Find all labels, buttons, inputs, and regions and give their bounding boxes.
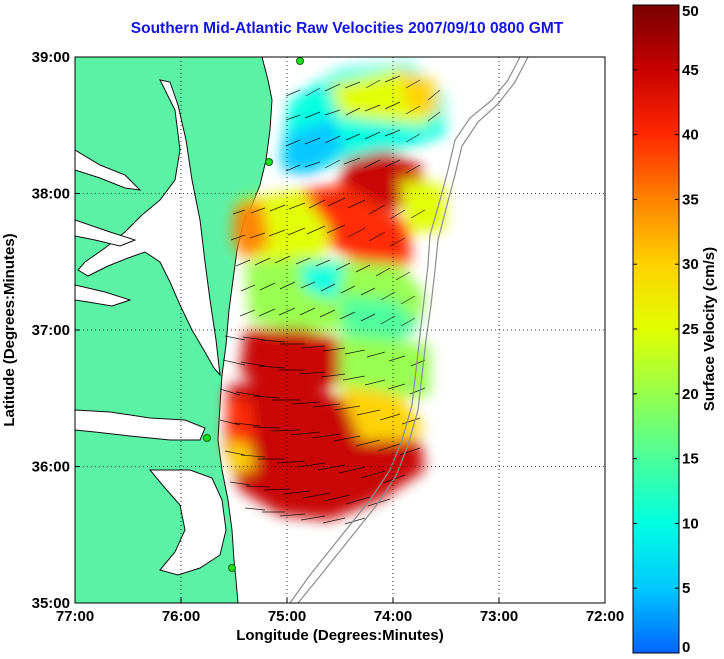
- york-inlet: [75, 284, 132, 307]
- colorbar-tick-label: 30: [682, 256, 699, 273]
- colorbar-tick-label: 15: [682, 451, 699, 468]
- y-tick-labels: 39:00 38:00 37:00 36:00 35:00: [32, 49, 70, 612]
- colorbar-tick-label: 35: [682, 191, 699, 208]
- colorbar-label: Surface Velocity (cm/s): [701, 247, 718, 411]
- potomac-inlet: [75, 149, 142, 191]
- station-cape-henlopen: [296, 57, 304, 65]
- colorbar-tick-label: 25: [682, 321, 699, 338]
- chesapeake-bay: [77, 79, 221, 377]
- x-tick-label: 73:00: [480, 608, 518, 625]
- station-hatteras: [228, 564, 236, 572]
- colorbar-tick-label: 5: [682, 580, 690, 597]
- y-tick-label: 37:00: [32, 322, 70, 339]
- colorbar-tick-label: 50: [682, 3, 699, 20]
- albemarle-sound: [75, 409, 206, 441]
- colorbar-ticks: 0 5 10 15 20 25 30 35 40 45 50: [633, 3, 699, 656]
- station-duck: [203, 434, 211, 442]
- plot-title: Southern Mid-Atlantic Raw Velocities 200…: [130, 20, 564, 37]
- colorbar: [632, 4, 680, 654]
- y-tick-label: 39:00: [32, 49, 70, 66]
- colorbar-tick-label: 40: [682, 127, 699, 144]
- y-tick-label: 36:00: [32, 459, 70, 476]
- rappahannock-inlet: [75, 219, 137, 247]
- x-tick-label: 74:00: [374, 608, 412, 625]
- colorbar-tick-label: 20: [682, 386, 699, 403]
- x-tick-labels: 77:00 76:00 75:00 74:00 73:00 72:00: [56, 608, 624, 625]
- land-mass: [75, 57, 273, 603]
- colorbar-tick-label: 10: [682, 515, 699, 532]
- bathymetry-contours: [289, 57, 529, 603]
- x-tick-label: 77:00: [56, 608, 94, 625]
- velocity-field: [225, 62, 445, 520]
- y-axis-label: Latitude (Degrees:Minutes): [1, 233, 18, 426]
- colorbar-tick-label: 0: [682, 639, 690, 656]
- x-tick-label: 75:00: [268, 608, 306, 625]
- grid-lines: [74, 56, 606, 604]
- x-tick-label: 76:00: [162, 608, 200, 625]
- station-assateague: [265, 158, 273, 166]
- colorbar-tick-label: 45: [682, 62, 699, 79]
- y-tick-label: 38:00: [32, 186, 70, 203]
- axes-frame: [74, 56, 606, 604]
- radar-stations: [203, 57, 304, 572]
- x-tick-label: 72:00: [586, 608, 624, 625]
- y-tick-label: 35:00: [32, 595, 70, 612]
- x-axis-label: Longitude (Degrees:Minutes): [236, 627, 444, 644]
